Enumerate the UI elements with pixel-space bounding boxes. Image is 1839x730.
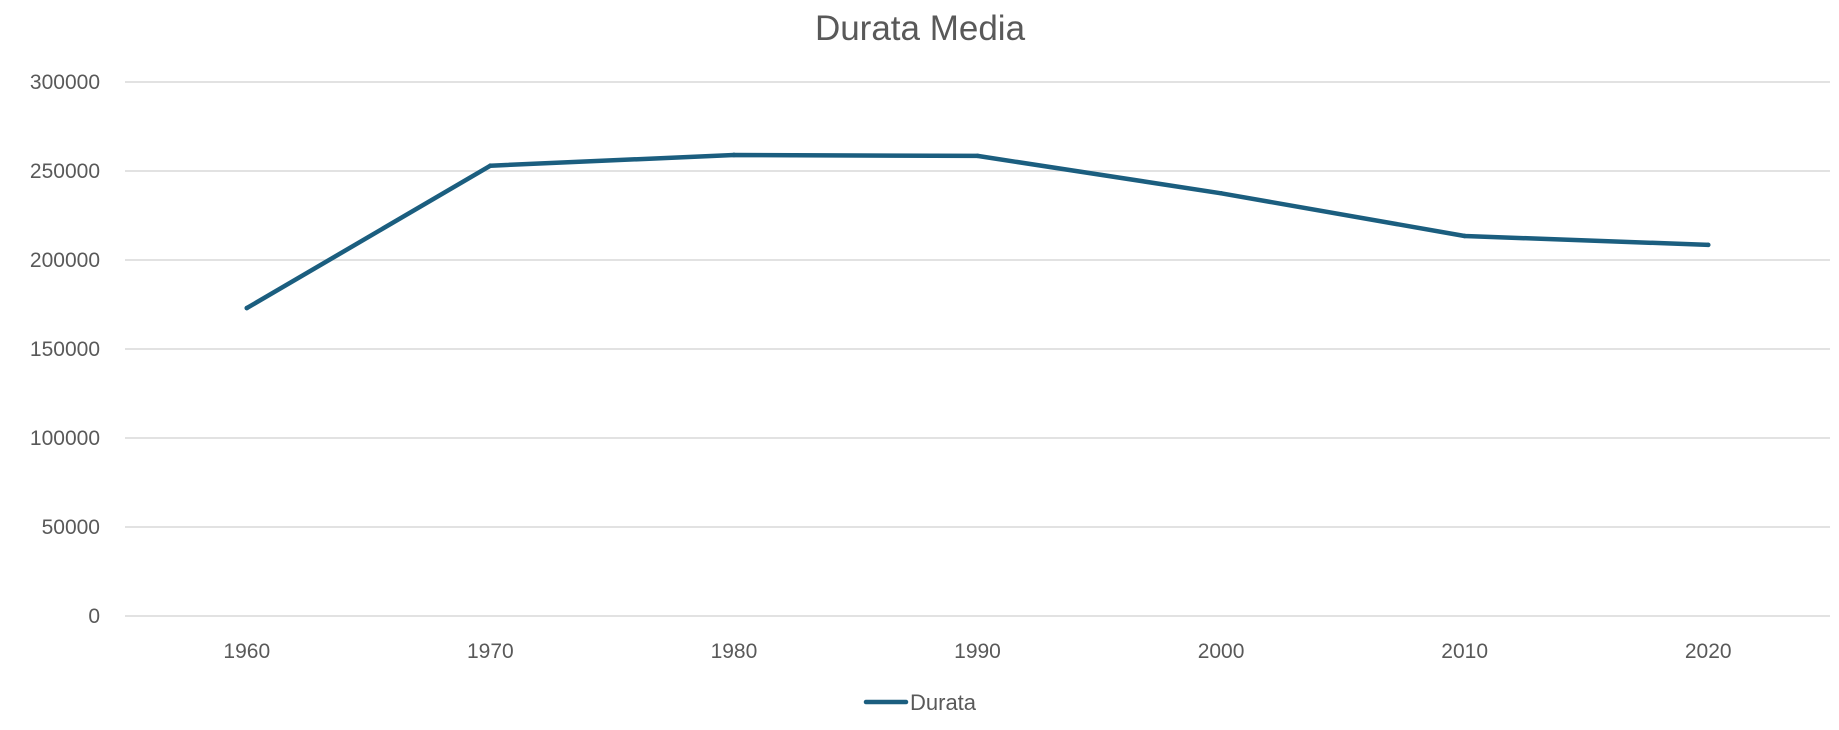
data-point	[1705, 242, 1711, 248]
legend-label: Durata	[910, 690, 977, 715]
data-point	[488, 163, 493, 168]
y-tick-label: 0	[88, 605, 100, 628]
y-tick-label: 200000	[30, 249, 100, 272]
gridlines	[125, 81, 1830, 617]
data-point	[244, 305, 250, 311]
x-tick-label: 2020	[1685, 640, 1732, 663]
data-point	[975, 153, 980, 159]
y-tick-label: 150000	[30, 338, 100, 361]
x-tick-label: 2010	[1441, 640, 1488, 663]
y-axis-tick-labels: 0 50000 100000 150000 200000 250000 300000	[30, 71, 100, 628]
x-tick-label: 1970	[467, 640, 514, 663]
data-point	[731, 152, 737, 158]
y-tick-label: 250000	[30, 160, 100, 183]
legend: Durata	[863, 690, 977, 715]
series-line-0	[244, 152, 1711, 311]
x-tick-label: 2000	[1198, 640, 1245, 663]
x-tick-label: 1960	[223, 640, 270, 663]
x-tick-label: 1990	[954, 640, 1001, 663]
data-point	[1462, 233, 1467, 239]
x-axis-tick-labels: 1960 1970 1980 1990 2000 2010 2020	[223, 640, 1731, 663]
x-tick-label: 1980	[711, 640, 758, 663]
chart-title: Durata Media	[815, 9, 1026, 48]
data-point	[1218, 190, 1224, 196]
series-lines	[244, 152, 1711, 311]
y-tick-label: 100000	[30, 427, 100, 450]
y-tick-label: 50000	[42, 516, 100, 539]
y-tick-label: 300000	[30, 71, 100, 94]
